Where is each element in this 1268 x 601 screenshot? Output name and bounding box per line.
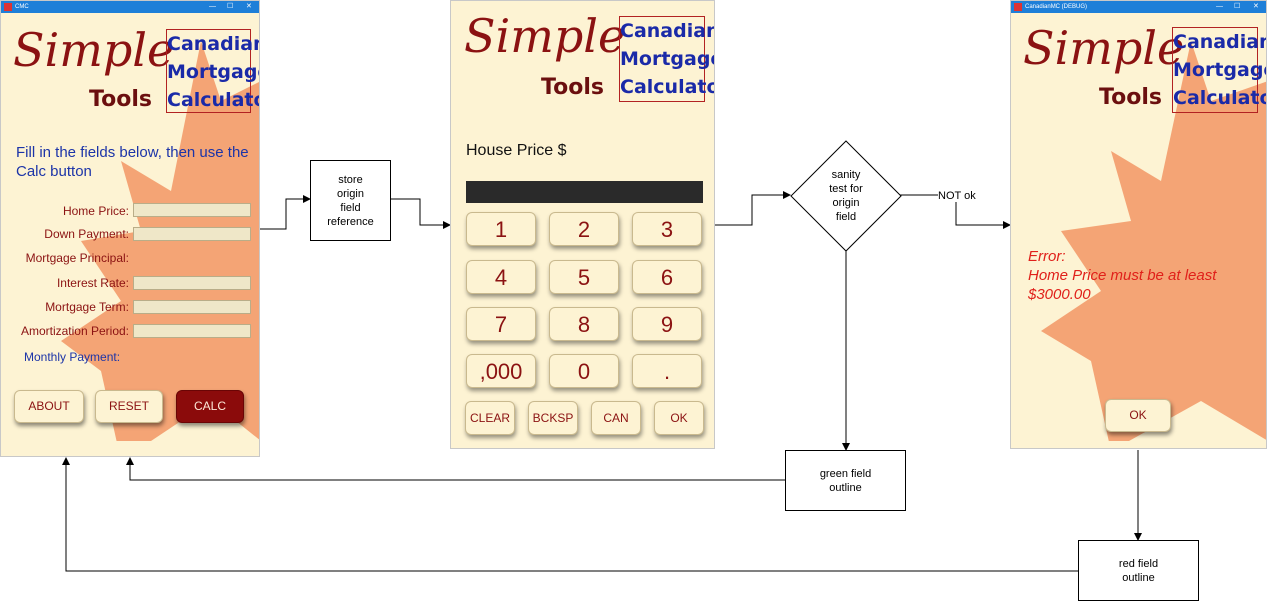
amortization-period-field[interactable] [133, 324, 251, 338]
window-title: CMC [15, 4, 29, 10]
error-line: $3000.00 [1028, 286, 1091, 303]
interest-rate-label: Interest Rate: [56, 276, 129, 290]
keypad-display [466, 181, 703, 203]
brand-logo-box: Canadian Mortgage Calculator [1172, 27, 1267, 113]
close-icon[interactable]: ✕ [246, 3, 252, 10]
brand-box-line: Canadian [1173, 31, 1267, 53]
maple-leaf-background [1041, 41, 1266, 441]
brand-box-line: Mortgage [167, 61, 260, 83]
key-6[interactable]: 6 [632, 260, 702, 294]
sanity-test-text: sanity test for origin field [829, 169, 863, 223]
brand-simple-text: Simple [464, 9, 626, 63]
green-outline-box: green field outline [785, 450, 906, 511]
mortgage-term-label: Mortgage Term: [45, 300, 129, 314]
minimize-icon[interactable]: — [1216, 3, 1223, 10]
minimize-icon[interactable]: — [209, 3, 216, 10]
title-bar: CanadianMC (DEBUG) — ☐ ✕ [1011, 1, 1266, 13]
backspace-button[interactable]: BCKSP [528, 401, 578, 435]
mortgage-principal-label: Mortgage Principal: [25, 251, 129, 265]
home-price-label: Home Price: [62, 204, 129, 218]
about-button[interactable]: ABOUT [14, 390, 84, 423]
window-title: CanadianMC (DEBUG) [1025, 4, 1088, 10]
red-outline-box: red field outline [1078, 540, 1199, 601]
key-2[interactable]: 2 [549, 212, 619, 246]
key-1[interactable]: 1 [466, 212, 536, 246]
clear-button[interactable]: CLEAR [465, 401, 515, 435]
error-window: CanadianMC (DEBUG) — ☐ ✕ Simple Tools Ca… [1010, 0, 1267, 449]
maple-leaf-background [61, 41, 259, 441]
brand-box-line: Calculator [1173, 87, 1266, 109]
calculator-form-window: CMC — ☐ ✕ Simple Tools Canadian Mortgage… [0, 0, 260, 457]
connector-window2-to-sanity [715, 191, 791, 226]
maximize-icon[interactable]: ☐ [1234, 3, 1241, 10]
monthly-payment-label: Monthly Payment: [24, 350, 121, 364]
instructions-text: Fill in the fields below, then use the C… [16, 144, 249, 180]
calc-button[interactable]: CALC [176, 390, 244, 423]
brand-tools-text: Tools [1099, 85, 1162, 110]
not-ok-label: NOT ok [938, 190, 976, 202]
brand-logo-box: Canadian Mortgage Calculator [619, 16, 715, 102]
connector-red-to-window1 [62, 457, 1078, 572]
red-outline-text: red field outline [1118, 557, 1159, 584]
ok-button[interactable]: OK [654, 401, 704, 435]
brand-tools-text: Tools [89, 87, 152, 112]
cancel-button[interactable]: CAN [591, 401, 641, 435]
app-icon [4, 3, 12, 11]
reset-button[interactable]: RESET [95, 390, 163, 423]
key-8[interactable]: 8 [549, 307, 619, 341]
error-line: Home Price must be at least [1028, 267, 1217, 284]
key-7[interactable]: 7 [466, 307, 536, 341]
brand-logo-box: Canadian Mortgage Calculator [166, 29, 260, 113]
down-payment-label: Down Payment: [44, 227, 129, 241]
key-5[interactable]: 5 [549, 260, 619, 294]
brand-box-line: Calculator [167, 89, 259, 111]
keypad-window: Simple Tools Canadian Mortgage Calculato… [450, 0, 715, 449]
title-bar: CMC — ☐ ✕ [1, 1, 259, 13]
connector-store-to-window2 [390, 198, 451, 229]
store-origin-box: store origin field reference [310, 160, 391, 241]
maximize-icon[interactable]: ☐ [227, 3, 234, 10]
home-price-field[interactable] [133, 203, 251, 217]
brand-box-line: Mortgage [1173, 59, 1267, 81]
brand-simple-text: Simple [1023, 21, 1185, 75]
key-thousands[interactable]: ,000 [466, 354, 536, 388]
connector-window1-to-store [260, 195, 311, 230]
key-decimal[interactable]: . [632, 354, 702, 388]
brand-box-line: Mortgage [620, 48, 715, 70]
error-message: Error: Home Price must be at least $3000… [1028, 247, 1216, 304]
house-price-prompt: House Price $ [466, 142, 567, 159]
brand-box-line: Canadian [620, 20, 715, 42]
down-payment-field[interactable] [133, 227, 251, 241]
key-9[interactable]: 9 [632, 307, 702, 341]
brand-box-line: Canadian [167, 33, 260, 55]
connector-green-to-window1 [126, 457, 785, 481]
brand-tools-text: Tools [541, 75, 604, 100]
close-icon[interactable]: ✕ [1253, 3, 1259, 10]
green-outline-text: green field outline [819, 467, 872, 494]
store-origin-text: store origin field reference [327, 173, 374, 228]
key-3[interactable]: 3 [632, 212, 702, 246]
interest-rate-field[interactable] [133, 276, 251, 290]
amortization-period-label: Amortization Period: [20, 324, 129, 338]
key-4[interactable]: 4 [466, 260, 536, 294]
error-line: Error: [1028, 248, 1066, 265]
key-0[interactable]: 0 [549, 354, 619, 388]
sanity-test-diamond [790, 140, 902, 252]
brand-box-line: Calculator [620, 76, 714, 98]
ok-button[interactable]: OK [1105, 399, 1171, 432]
mortgage-term-field[interactable] [133, 300, 251, 314]
brand-simple-text: Simple [13, 23, 175, 77]
connector-sanity-to-window3 [900, 194, 1011, 229]
app-icon [1014, 3, 1022, 11]
